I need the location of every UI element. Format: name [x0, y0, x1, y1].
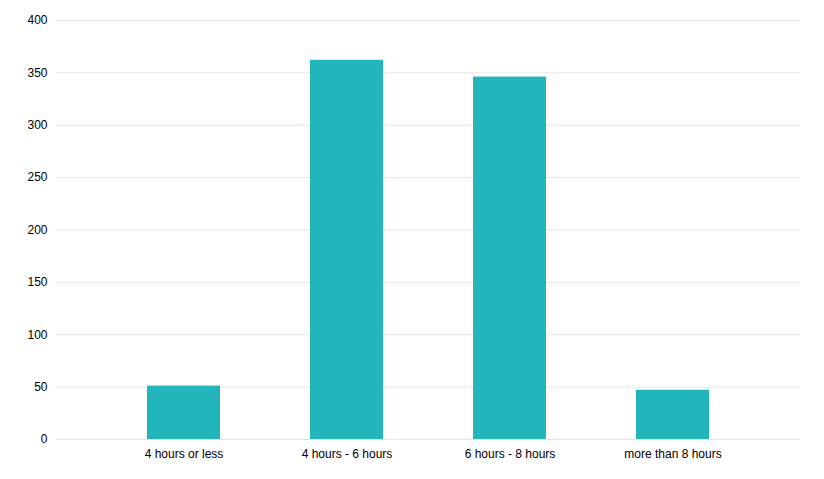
svg-text:350: 350 — [27, 66, 47, 80]
svg-text:50: 50 — [34, 380, 48, 394]
svg-text:4 hours - 6 hours: 4 hours - 6 hours — [302, 447, 393, 461]
svg-text:250: 250 — [27, 170, 47, 184]
svg-text:150: 150 — [27, 275, 47, 289]
svg-text:300: 300 — [27, 118, 47, 132]
svg-text:200: 200 — [27, 223, 47, 237]
svg-text:400: 400 — [27, 13, 47, 27]
svg-text:more than 8 hours: more than 8 hours — [624, 447, 721, 461]
svg-text:0: 0 — [41, 432, 48, 446]
svg-text:4 hours or less: 4 hours or less — [145, 447, 224, 461]
svg-text:100: 100 — [27, 328, 47, 342]
svg-text:6 hours - 8 hours: 6 hours - 8 hours — [465, 447, 556, 461]
